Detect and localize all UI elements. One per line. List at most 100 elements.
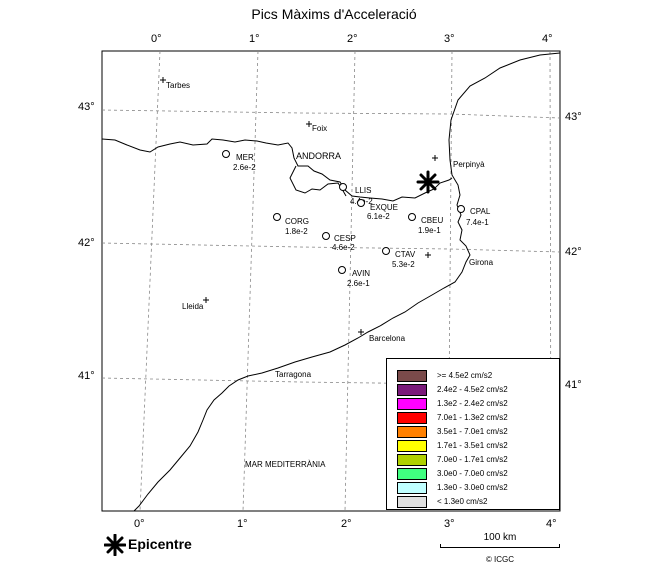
legend-swatch [397,412,427,424]
station-cpal[interactable]: CPAL 7.4e-1 [457,205,491,228]
station-marker [357,199,365,207]
city-marker-foix [306,121,312,127]
station-value: 1.8e-2 [285,227,308,236]
place-tarragona: Tarragona [275,370,312,379]
station-code: AVIN [352,269,370,278]
lon-label-bottom-2: 2° [341,518,352,530]
legend-label: 3.0e0 - 7.0e0 cm/s2 [437,469,508,478]
legend-swatch [397,398,427,410]
legend-label: 1.7e1 - 3.5e1 cm/s2 [437,441,508,450]
station-marker [457,205,465,213]
legend-label: 1.3e2 - 2.4e2 cm/s2 [437,399,508,408]
lon-label-top-2: 2° [347,33,358,45]
station-value: 6.1e-2 [367,212,390,221]
place-barcelona: Barcelona [369,334,406,343]
legend-label: < 1.3e0 cm/s2 [437,497,488,506]
city-marker-barcelona [358,329,364,335]
legend-swatch [397,496,427,508]
station-marker [338,266,346,274]
station-cbeu[interactable]: CBEU 1.9e-1 [408,213,444,236]
lat-label-left-41: 41° [78,370,95,382]
legend-row: >= 4.5e2 cm/s2 [397,370,557,384]
graticule-parallel-43 [101,109,561,119]
station-code: MER [236,153,254,162]
station-code: CESP [334,234,356,243]
lon-label-top-1: 1° [249,33,260,45]
station-marker [222,150,230,158]
station-code: CORG [285,217,309,226]
legend-label: 1.3e0 - 3.0e0 cm/s2 [437,483,508,492]
station-exque[interactable]: EXQUE 6.1e-2 [357,199,399,222]
map-title: Pics Màxims d'Acceleració [251,6,417,22]
lon-label-bottom-3: 3° [444,518,455,530]
place-perpinya: Perpinyà [453,160,485,169]
station-value: 5.3e-2 [392,260,415,269]
scale-line [440,544,560,548]
legend-row: 3.5e1 - 7.0e1 cm/s2 [397,426,557,440]
station-code: CPAL [470,207,491,216]
lon-label-top-3: 3° [444,33,455,45]
place-lleida: Lleida [182,302,204,311]
legend-swatch [397,482,427,494]
coastline [133,52,561,512]
legend-swatch [397,426,427,438]
legend-swatch [397,384,427,396]
station-code: CTAV [395,250,416,259]
legend-label: 2.4e2 - 4.5e2 cm/s2 [437,385,508,394]
legend-row: 1.7e1 - 3.5e1 cm/s2 [397,440,557,454]
station-value: 7.4e-1 [466,218,489,227]
city-marker-perpinya [432,155,438,161]
station-value: 2.6e-1 [347,279,370,288]
graticule-parallel-42 [101,242,561,253]
place-tarbes: Tarbes [166,81,190,90]
station-mer[interactable]: MER 2.6e-2 [222,150,257,173]
legend-swatch [397,370,427,382]
city-marker-lleida [203,297,209,303]
station-value: 1.9e-1 [418,226,441,235]
legend-row: 7.0e1 - 1.3e2 cm/s2 [397,412,557,426]
legend-label: 7.0e0 - 1.7e1 cm/s2 [437,455,508,464]
place-sea: MAR MEDITERRÀNIA [245,460,326,469]
graticule-meridian-3 [447,50,453,512]
graticule-meridian-4 [549,50,552,512]
station-ctav[interactable]: CTAV 5.3e-2 [382,247,416,270]
legend-row: 3.0e0 - 7.0e0 cm/s2 [397,468,557,482]
station-code: CBEU [421,216,443,225]
legend-row: 1.3e0 - 3.0e0 cm/s2 [397,482,557,496]
lon-label-top-4: 4° [542,33,553,45]
city-marker-girona [425,252,431,258]
city-marker-tarbes [160,77,166,83]
lon-label-bottom-1: 1° [237,518,248,530]
station-corg[interactable]: CORG 1.8e-2 [273,213,310,237]
credit-text: © ICGC [485,555,515,564]
lat-label-right-43: 43° [565,111,582,123]
station-marker [322,232,330,240]
station-code: LLIS [355,186,371,195]
station-marker [273,213,281,221]
legend-row: < 1.3e0 cm/s2 [397,496,557,510]
legend-label: 3.5e1 - 7.0e1 cm/s2 [437,427,508,436]
lat-label-left-42: 42° [78,237,95,249]
station-value: 4.6e-2 [332,243,355,252]
station-avin[interactable]: AVIN 2.6e-1 [338,266,371,289]
lat-label-right-41: 41° [565,379,582,391]
legend-swatch [397,468,427,480]
place-andorra: ANDORRA [296,151,341,161]
legend-row: 2.4e2 - 4.5e2 cm/s2 [397,384,557,398]
country-border [101,138,453,202]
station-marker [339,183,347,191]
city-markers [160,77,438,335]
legend-row: 1.3e2 - 2.4e2 cm/s2 [397,398,557,412]
place-foix: Foix [312,124,327,133]
scale-label: 100 km [483,532,517,543]
station-code: EXQUE [370,203,398,212]
epicentre-star-icon [104,534,126,556]
graticule-meridian-2 [344,50,356,512]
epicentre-star-icon[interactable] [416,170,440,194]
station-cesp[interactable]: CESP 4.6e-2 [322,232,356,253]
legend-swatch [397,440,427,452]
legend-row: 7.0e0 - 1.7e1 cm/s2 [397,454,557,468]
station-value: 2.6e-2 [233,163,256,172]
station-marker [382,247,390,255]
lon-label-bottom-0: 0° [134,518,145,530]
